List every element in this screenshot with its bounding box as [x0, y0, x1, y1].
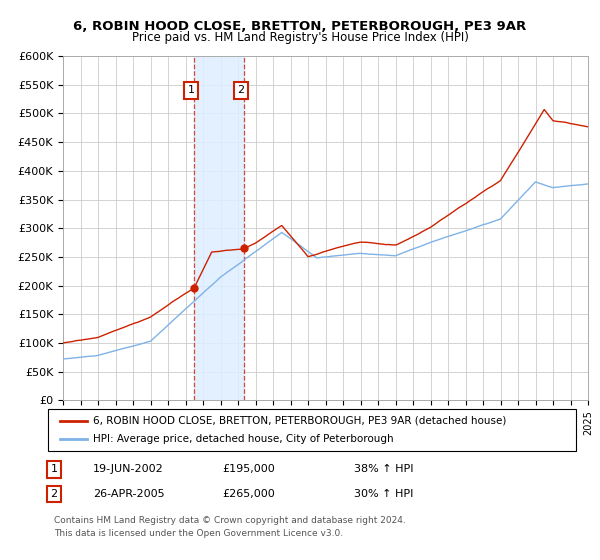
Text: 2: 2 [238, 86, 245, 95]
Text: £195,000: £195,000 [222, 464, 275, 474]
Bar [194, 56, 244, 400]
Text: This data is licensed under the Open Government Licence v3.0.: This data is licensed under the Open Gov… [54, 529, 343, 538]
Text: 2: 2 [50, 489, 58, 499]
Text: 38% ↑ HPI: 38% ↑ HPI [354, 464, 413, 474]
Text: 19-JUN-2002: 19-JUN-2002 [93, 464, 164, 474]
Text: 1: 1 [50, 464, 58, 474]
Text: HPI: Average price, detached house, City of Peterborough: HPI: Average price, detached house, City… [93, 434, 394, 444]
Text: 30% ↑ HPI: 30% ↑ HPI [354, 489, 413, 499]
Text: 1: 1 [187, 86, 194, 95]
Text: Contains HM Land Registry data © Crown copyright and database right 2024.: Contains HM Land Registry data © Crown c… [54, 516, 406, 525]
Text: 26-APR-2005: 26-APR-2005 [93, 489, 164, 499]
Text: Price paid vs. HM Land Registry's House Price Index (HPI): Price paid vs. HM Land Registry's House … [131, 31, 469, 44]
Text: £265,000: £265,000 [222, 489, 275, 499]
Text: 6, ROBIN HOOD CLOSE, BRETTON, PETERBOROUGH, PE3 9AR: 6, ROBIN HOOD CLOSE, BRETTON, PETERBOROU… [73, 20, 527, 32]
Text: 6, ROBIN HOOD CLOSE, BRETTON, PETERBOROUGH, PE3 9AR (detached house): 6, ROBIN HOOD CLOSE, BRETTON, PETERBOROU… [93, 416, 506, 426]
